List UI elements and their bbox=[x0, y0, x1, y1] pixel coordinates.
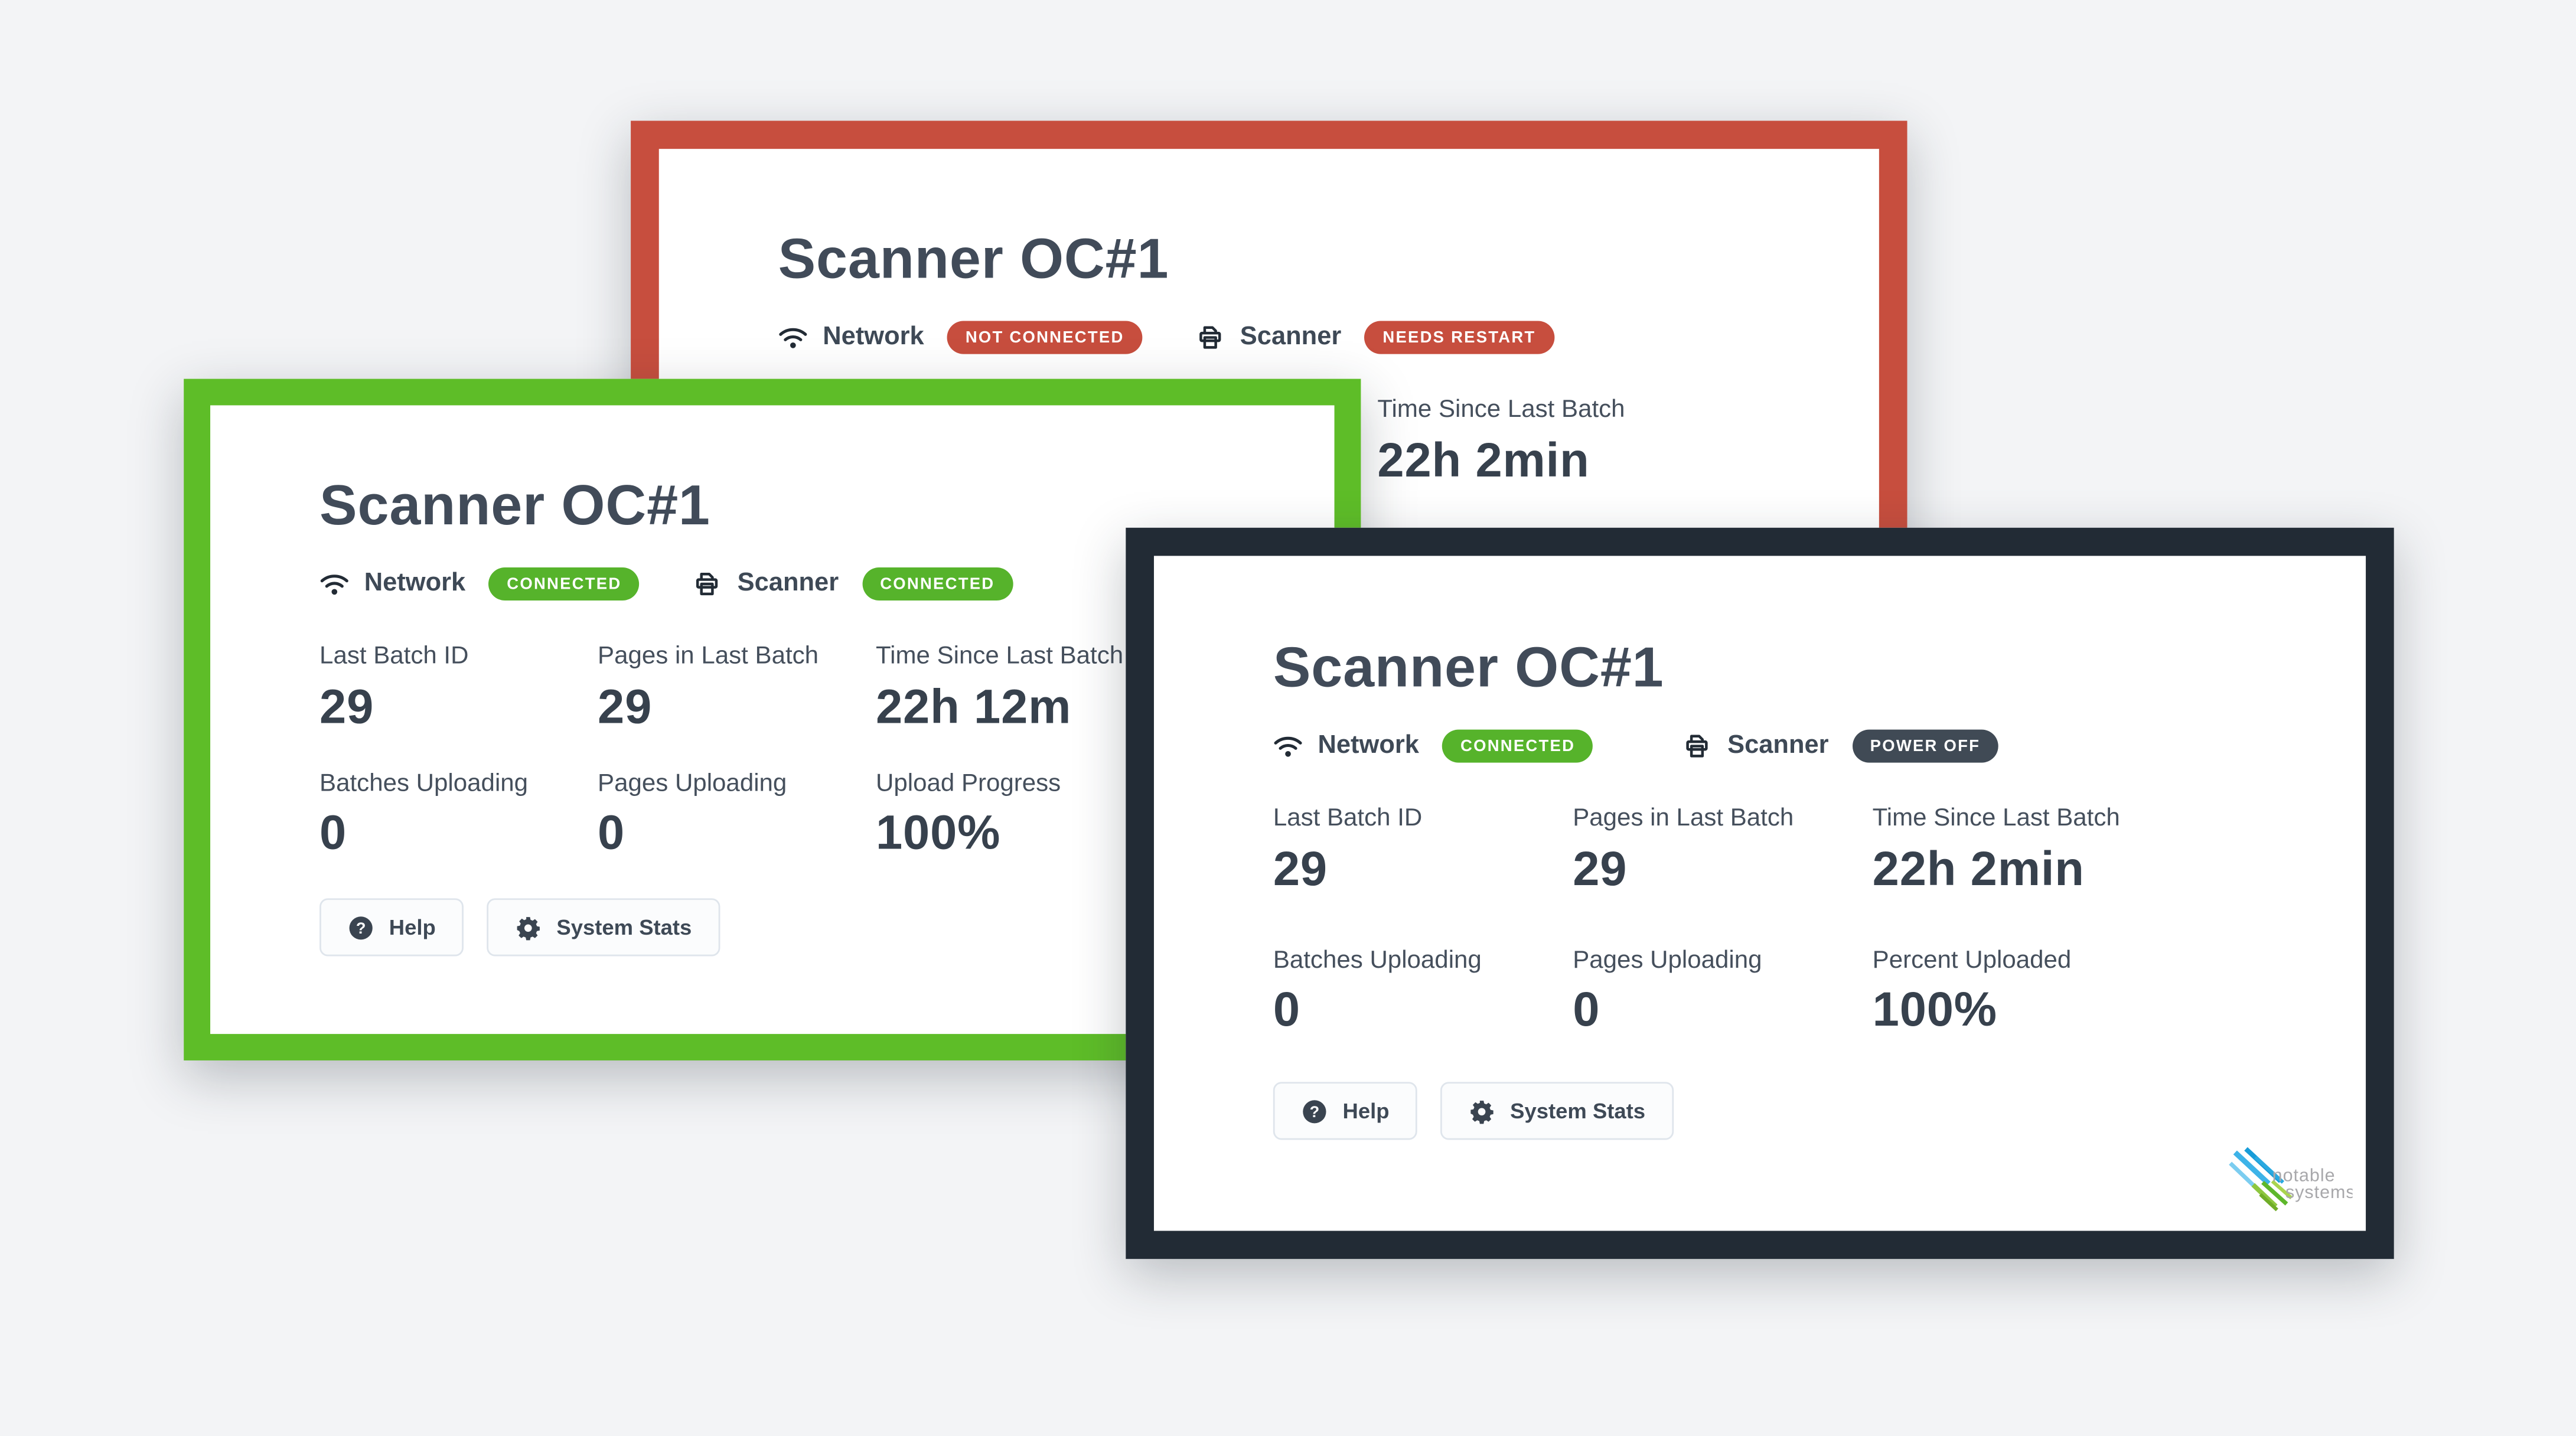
scanner-status: Scanner NEEDS RESTART bbox=[1195, 321, 1554, 355]
help-icon: ? bbox=[349, 916, 373, 939]
stat-time-since-last-batch: Time Since Last Batch 22h 2min bbox=[1872, 804, 2120, 896]
gear-icon bbox=[1470, 1100, 1494, 1124]
scanner-status: Scanner POWER OFF bbox=[1682, 730, 1999, 763]
scanner-status-badge: POWER OFF bbox=[1851, 730, 1999, 763]
logo-text-line2: systems bbox=[2285, 1182, 2353, 1202]
page-title: Scanner OC#1 bbox=[319, 475, 710, 538]
help-icon: ? bbox=[1303, 1099, 1326, 1123]
network-label: Network bbox=[364, 569, 466, 598]
network-status-badge: CONNECTED bbox=[488, 567, 640, 601]
logo-text-line1: notable bbox=[2272, 1165, 2336, 1185]
stats-grid: Last Batch ID 29 Pages in Last Batch 29 … bbox=[1273, 802, 2300, 1036]
card-content: Scanner OC#1 Network NOT CONNECTED Scann bbox=[659, 149, 1879, 832]
stat-batches-uploading: Batches Uploading 0 bbox=[319, 768, 529, 861]
printer-icon bbox=[1199, 327, 1221, 350]
network-status: Network NOT CONNECTED bbox=[778, 321, 1143, 355]
actions-row: ? Help System Stats bbox=[319, 898, 1268, 957]
stat-upload-progress: Upload Progress 100% bbox=[875, 768, 1061, 861]
stat-pages-in-last-batch: Pages in Last Batch 29 bbox=[1573, 804, 1794, 896]
gear-icon bbox=[517, 916, 540, 940]
company-logo: notable systems bbox=[2227, 1147, 2355, 1216]
stat-time-since-last-batch: Time Since Last Batch 22h 2min bbox=[1377, 396, 1625, 488]
printer-icon bbox=[697, 573, 719, 596]
network-status-badge: NOT CONNECTED bbox=[947, 321, 1143, 355]
help-button[interactable]: ? Help bbox=[319, 898, 464, 957]
status-row: Network CONNECTED Scanner POWER OFF bbox=[1273, 730, 2300, 763]
stat-last-batch-id: Last Batch ID 29 bbox=[1273, 804, 1423, 896]
network-status: Network CONNECTED bbox=[1273, 730, 1594, 763]
scanner-card-dark-frame: Scanner OC#1 Network CONNECTED Scanner bbox=[1126, 527, 2394, 1259]
svg-text:?: ? bbox=[356, 918, 366, 936]
system-stats-button[interactable]: System Stats bbox=[1440, 1082, 1674, 1140]
wifi-icon bbox=[1274, 737, 1302, 758]
scanner-label: Scanner bbox=[1240, 322, 1342, 351]
stat-pages-in-last-batch: Pages in Last Batch 29 bbox=[598, 642, 819, 735]
system-stats-button[interactable]: System Stats bbox=[487, 898, 720, 957]
logo-mark bbox=[2229, 1147, 2293, 1212]
stat-time-since-last-batch: Time Since Last Batch 22h 12m bbox=[875, 642, 1124, 735]
network-status-badge: CONNECTED bbox=[1442, 730, 1594, 763]
network-status: Network CONNECTED bbox=[319, 567, 640, 601]
printer-icon bbox=[1687, 735, 1708, 758]
status-row: Network NOT CONNECTED Scanner NEEDS REST… bbox=[778, 321, 1813, 355]
card-content: Scanner OC#1 Network CONNECTED Scanner bbox=[210, 405, 1335, 1034]
scanner-label: Scanner bbox=[737, 569, 839, 598]
stats-grid: Time Since Last Batch 22h 2min bbox=[778, 394, 1813, 485]
stat-pages-uploading: Pages Uploading 0 bbox=[1573, 945, 1762, 1038]
card-content: Scanner OC#1 Network CONNECTED Scanner bbox=[1154, 556, 2366, 1231]
wifi-icon bbox=[779, 328, 807, 349]
svg-text:?: ? bbox=[1310, 1102, 1320, 1120]
scanner-status-badge: NEEDS RESTART bbox=[1364, 321, 1554, 355]
page-title: Scanner OC#1 bbox=[1273, 637, 1664, 700]
stat-percent-uploaded: Percent Uploaded 100% bbox=[1872, 945, 2072, 1038]
stats-grid: Last Batch ID 29 Pages in Last Batch 29 … bbox=[319, 641, 1268, 859]
scanner-label: Scanner bbox=[1727, 731, 1829, 760]
scanner-status: Scanner CONNECTED bbox=[693, 567, 1013, 601]
scanner-status-badge: CONNECTED bbox=[862, 567, 1013, 601]
actions-row: ? Help System Stats bbox=[1273, 1082, 2300, 1140]
network-label: Network bbox=[1318, 731, 1419, 760]
stat-batches-uploading: Batches Uploading 0 bbox=[1273, 945, 1482, 1038]
stat-pages-uploading: Pages Uploading 0 bbox=[598, 768, 787, 861]
help-button[interactable]: ? Help bbox=[1273, 1082, 1418, 1140]
status-row: Network CONNECTED Scanner CONNECTED bbox=[319, 567, 1268, 601]
page-title: Scanner OC#1 bbox=[778, 228, 1169, 292]
network-label: Network bbox=[823, 322, 924, 351]
wifi-icon bbox=[320, 575, 348, 595]
stat-last-batch-id: Last Batch ID 29 bbox=[319, 642, 469, 735]
